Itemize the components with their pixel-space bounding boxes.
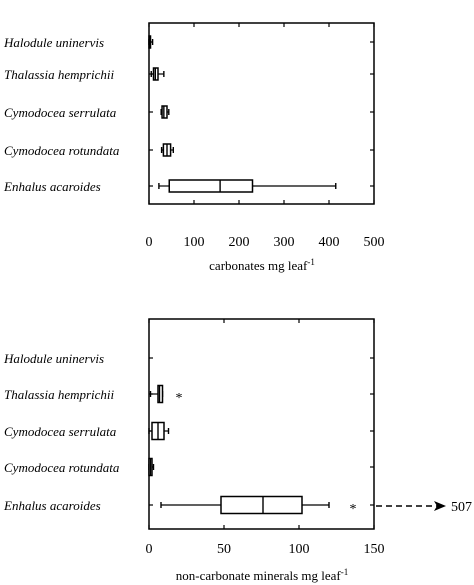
carbonates-xtick-label: 400: [319, 235, 340, 250]
carbonates-label-enhalus-acaroides: Enhalus acaroides: [3, 179, 101, 194]
non-carbonate-xtick-label: 150: [364, 542, 385, 557]
carbonates-x-axis-title-text: carbonates mg leaf: [209, 258, 308, 273]
carbonates-xtick-label: 100: [184, 235, 205, 250]
non-carbonate-x-ticks: 0 50 100 150: [146, 319, 385, 557]
non-carbonate-species-labels: Halodule uninervis Thalassia hemprichii Cy…: [3, 351, 120, 513]
non-carbonate-label-cymodocea-rotundata: Cymodocea rotundata: [4, 460, 120, 475]
carbonates-plot-frame: [148, 22, 375, 205]
non-carbonate-outlier: *: [350, 502, 357, 517]
non-carbonate-chart: Halodule uninervis Thalassia hemprichii Cy…: [3, 318, 472, 583]
non-carbonate-boxes: **: [148, 357, 374, 517]
non-carbonate-box: [220, 495, 303, 515]
non-carbonate-box: [157, 384, 164, 404]
carbonates-x-axis-title: carbonates mg leaf-1: [209, 257, 315, 273]
non-carbonate-label-cymodocea-serrulata: Cymodocea serrulata: [4, 424, 117, 439]
non-carbonate-x-axis-title-text: non-carbonate minerals mg leaf: [176, 568, 342, 583]
non-carbonate-xtick-label: 100: [289, 542, 310, 557]
non-carbonate-plot-frame: [148, 318, 375, 530]
carbonates-x-ticks: 0 100 200 300 400 500: [146, 23, 385, 250]
carbonates-label-halodule-uninervis: Halodule uninervis: [3, 35, 104, 50]
carbonates-species-labels: Halodule uninervis Thalassia hemprichii Cy…: [3, 35, 120, 194]
carbonates-x-axis-title-superscript: -1: [307, 257, 315, 267]
carbonates-chart: Halodule uninervis Thalassia hemprichii Cy…: [3, 22, 385, 273]
carbonates-label-cymodocea-rotundata: Cymodocea rotundata: [4, 143, 120, 158]
non-carbonate-label-thalassia-hemprichii: Thalassia hemprichii: [4, 387, 115, 402]
carbonates-boxes: [148, 35, 374, 193]
carbonates-label-thalassia-hemprichii: Thalassia hemprichii: [4, 67, 115, 82]
carbonates-xtick-label: 300: [274, 235, 295, 250]
offscale-value-label: 507: [451, 500, 472, 515]
non-carbonate-outlier: *: [176, 391, 183, 406]
non-carbonate-x-axis-title-superscript: -1: [341, 567, 349, 577]
carbonates-xtick-label: 500: [364, 235, 385, 250]
non-carbonate-x-axis-title: non-carbonate minerals mg leaf-1: [176, 567, 348, 583]
non-carbonate-xtick-label: 50: [217, 542, 231, 557]
carbonates-label-cymodocea-serrulata: Cymodocea serrulata: [4, 105, 117, 120]
non-carbonate-xtick-label: 0: [146, 542, 153, 557]
non-carbonate-label-halodule-uninervis: Halodule uninervis: [3, 351, 104, 366]
carbonates-xtick-label: 0: [146, 235, 153, 250]
non-carbonate-label-enhalus-acaroides: Enhalus acaroides: [3, 498, 101, 513]
carbonates-xtick-label: 200: [229, 235, 250, 250]
carbonates-box: [168, 179, 254, 193]
